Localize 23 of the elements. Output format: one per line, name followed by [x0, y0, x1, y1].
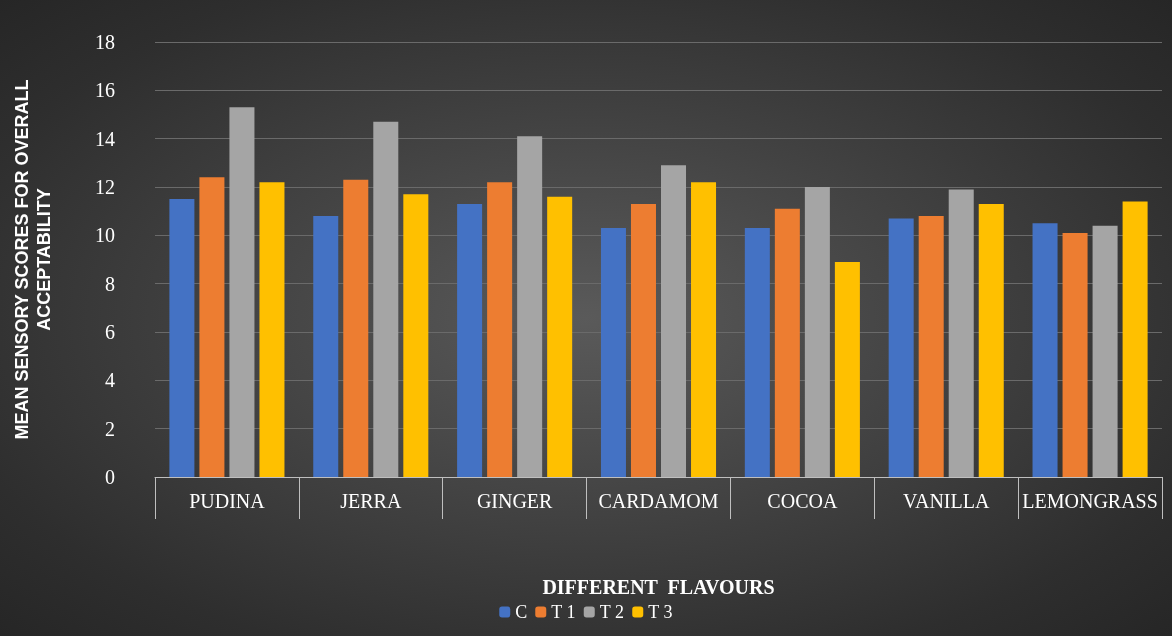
x-tick-label: CARDAMOM — [598, 490, 719, 512]
y-tick-label: 10 — [95, 224, 115, 247]
x-tick-label: VANILLA — [903, 490, 990, 512]
x-tick-label: COCOA — [767, 490, 838, 512]
y-tick-label: 18 — [95, 31, 115, 53]
legend-label: T 2 — [599, 602, 624, 622]
y-tick-label: 2 — [105, 417, 115, 440]
y-tick-label: 14 — [95, 127, 115, 150]
x-tick-label: GINGER — [476, 490, 554, 512]
legend-label: C — [515, 602, 528, 622]
y-tick-label: 4 — [105, 369, 115, 392]
x-tick-label: PUDINA — [189, 490, 266, 512]
x-tick-label: JERRA — [340, 490, 402, 512]
legend-label: T 3 — [648, 602, 673, 622]
y-tick-label: 12 — [95, 176, 115, 198]
legend-label: T 1 — [551, 602, 576, 622]
y-tick-label: 6 — [105, 321, 115, 343]
x-axis-title: DIFFERENT FLAVOURS — [542, 576, 775, 598]
y-axis-title: MEAN SENSORY SCORES FOR OVERALL ACCEPTABILITY — [12, 79, 54, 440]
y-tick-label: 8 — [105, 272, 115, 295]
x-tick-label: LEMONGRASS — [1022, 490, 1158, 512]
y-tick-label: 0 — [105, 466, 115, 488]
y-tick-label: 16 — [95, 79, 115, 102]
